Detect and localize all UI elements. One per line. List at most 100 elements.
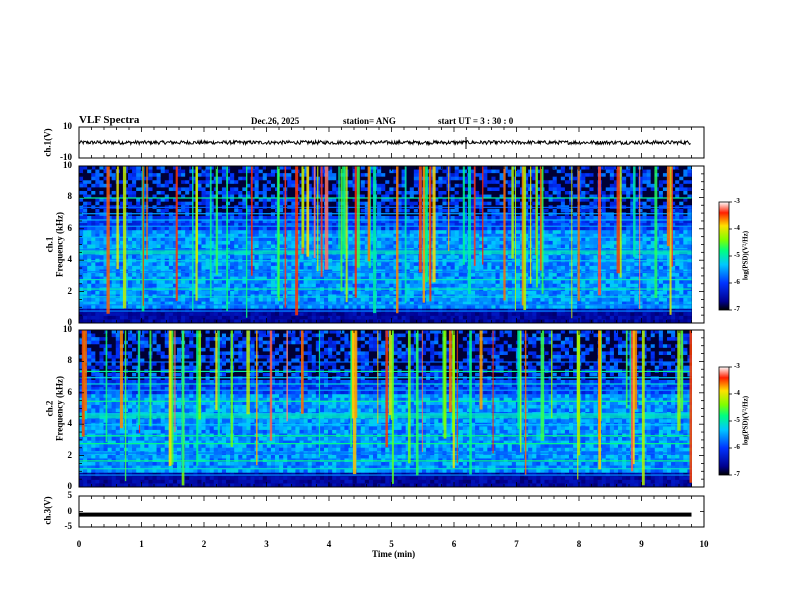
- spectrogram-cell: [409, 219, 415, 224]
- spectrogram-cell: [238, 223, 243, 227]
- spectrogram-cell: [413, 201, 419, 206]
- spectrogram-cell: [299, 273, 304, 277]
- spectrogram-cell: [332, 194, 337, 199]
- spectrogram-cell: [258, 223, 264, 227]
- spectrogram-cell: [87, 230, 92, 235]
- spectrogram-cell: [234, 230, 239, 235]
- spectrogram-cell: [515, 223, 521, 227]
- spectrogram-cell: [687, 262, 692, 267]
- spectrogram-cell: [483, 276, 488, 281]
- spectrogram-cell: [230, 187, 235, 192]
- spectrogram-cell: [119, 233, 125, 238]
- spectrogram-cell: [483, 194, 488, 199]
- spectrogram-cell: [605, 201, 611, 206]
- spectrogram-cell: [99, 169, 104, 174]
- spectrogram-cell: [303, 215, 308, 220]
- spectrogram-cell: [279, 180, 284, 185]
- spectrogram-cell: [450, 244, 455, 249]
- spectrogram-cell: [413, 244, 419, 249]
- spectrogram-cell: [589, 176, 594, 181]
- spectrogram-cell: [560, 262, 566, 267]
- spectrogram-cell: [381, 233, 386, 238]
- spectrogram-cell: [556, 176, 562, 181]
- spectrogram-cell: [189, 273, 194, 277]
- spectrogram-cell: [291, 176, 296, 181]
- spectrogram-cell: [119, 198, 125, 202]
- spectrogram-cell: [266, 230, 272, 235]
- spectrogram-cell: [536, 187, 541, 192]
- spectrogram-cell: [91, 230, 96, 235]
- spectrogram-cell: [364, 169, 370, 174]
- spectrogram-cell: [389, 240, 394, 245]
- spectrogram-cell: [230, 230, 235, 235]
- spectrogram-cell: [438, 173, 443, 178]
- spectrogram-cell: [136, 280, 141, 285]
- spectrogram-cell: [401, 187, 406, 192]
- spectrogram-cell: [515, 265, 521, 270]
- spectrogram-cell: [426, 187, 431, 192]
- spectrogram-cell: [536, 190, 541, 195]
- spectrogram-cell: [622, 219, 627, 224]
- spectrogram-cell: [266, 194, 272, 199]
- spectrogram-cell: [128, 208, 133, 213]
- spectrogram-cell: [675, 201, 680, 206]
- spectrogram-cell: [573, 190, 578, 195]
- spectrogram-cell: [303, 183, 308, 188]
- spectrogram-cell: [99, 262, 104, 267]
- spectrogram-cell: [83, 173, 88, 178]
- spectrogram-cell: [564, 244, 570, 249]
- spectrogram-cell: [564, 194, 570, 199]
- ch1-spectrogram-panel: [78, 165, 705, 324]
- spectrogram-cell: [487, 183, 492, 188]
- spectrogram-cell: [238, 240, 243, 245]
- spectrogram-cell: [499, 255, 504, 260]
- spectrogram-cell: [450, 273, 455, 277]
- spectrogram-cell: [622, 226, 627, 231]
- spectrogram-cell: [544, 230, 549, 235]
- ticks-ch1: [78, 126, 705, 159]
- spectrogram-cell: [426, 219, 431, 224]
- spectrogram-cell: [409, 237, 415, 242]
- spectrogram-cell: [99, 187, 104, 192]
- spectrogram-cell: [446, 265, 451, 270]
- spectrogram-cell: [638, 230, 643, 235]
- spectrogram-cell: [471, 208, 476, 213]
- spectrogram-cell: [454, 198, 460, 202]
- spectrogram-cell: [307, 183, 313, 188]
- spectrogram-cell: [148, 215, 153, 220]
- spectrogram-cell: [209, 233, 215, 238]
- spectrogram-cell: [438, 201, 443, 206]
- spectrogram-cell: [385, 265, 390, 270]
- spectrogram-cell: [172, 233, 178, 238]
- spectrogram-cell: [589, 173, 594, 178]
- spectrogram-cell: [430, 215, 435, 220]
- spectrogram-cell: [573, 198, 578, 202]
- spectrogram-cell: [254, 180, 259, 185]
- spectrogram-cell: [544, 180, 549, 185]
- spectrogram-cell: [601, 226, 607, 231]
- spectrogram-cell: [622, 276, 627, 281]
- spectrogram-cell: [238, 212, 243, 217]
- spectrogram-cell: [217, 223, 223, 227]
- spectrogram-cell: [324, 273, 329, 277]
- spectrogram-cell: [189, 223, 194, 227]
- spectrogram-cell: [91, 223, 96, 227]
- spectrogram-cell: [495, 219, 500, 224]
- spectrogram-cell: [507, 276, 513, 281]
- spectrogram-cell: [279, 198, 284, 202]
- spectrogram-cell: [185, 169, 190, 174]
- spectrogram-cell: [471, 223, 476, 227]
- spectrogram-cell: [589, 230, 594, 235]
- spectrogram-cell: [172, 194, 178, 199]
- spectrogram-cell: [507, 244, 513, 249]
- spectrogram-cell: [626, 244, 631, 249]
- spectrogram-cell: [287, 190, 292, 195]
- spectrogram-cell: [483, 215, 488, 220]
- spectrogram-cell: [544, 273, 549, 277]
- spectrogram-cell: [650, 223, 656, 227]
- spectrogram-cell: [119, 183, 125, 188]
- spectrogram-cell: [442, 255, 447, 260]
- spectrogram-cell: [234, 226, 239, 231]
- spectrogram-cell: [573, 262, 578, 267]
- spectrogram-cell: [622, 262, 627, 267]
